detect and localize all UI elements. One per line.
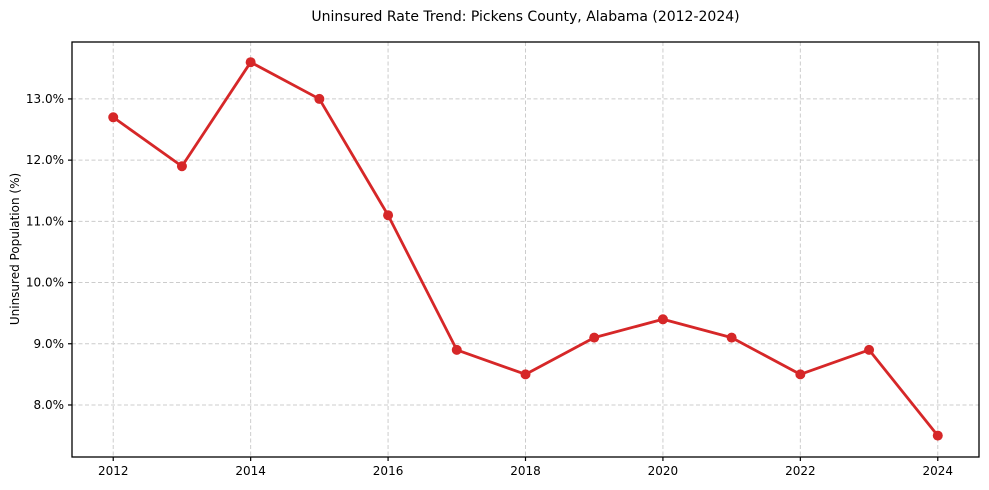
y-tick-label: 13.0% bbox=[26, 92, 64, 106]
y-tick-label: 11.0% bbox=[26, 214, 64, 228]
data-point-marker bbox=[108, 112, 119, 123]
trend-line bbox=[111, 60, 940, 437]
x-tick-label: 2018 bbox=[510, 464, 541, 478]
data-point-marker bbox=[314, 93, 325, 104]
data-point-marker bbox=[451, 344, 462, 355]
data-point-marker bbox=[176, 161, 187, 172]
x-tick-label: 2012 bbox=[98, 464, 129, 478]
data-point-marker bbox=[657, 314, 668, 325]
x-tick-label: 2020 bbox=[648, 464, 679, 478]
y-tick-label: 10.0% bbox=[26, 276, 64, 290]
data-point-marker bbox=[726, 332, 737, 343]
chart-title: Uninsured Rate Trend: Pickens County, Al… bbox=[311, 9, 740, 25]
data-point-marker bbox=[932, 430, 943, 441]
data-point-marker bbox=[245, 57, 256, 68]
y-tick-label: 9.0% bbox=[34, 337, 65, 351]
data-point-marker bbox=[864, 344, 875, 355]
x-tick-label: 2014 bbox=[235, 464, 266, 478]
x-tick-label: 2016 bbox=[373, 464, 404, 478]
y-tick-label: 12.0% bbox=[26, 153, 64, 167]
x-tick-label: 2022 bbox=[785, 464, 816, 478]
data-point-marker bbox=[520, 369, 531, 380]
y-tick-label: 8.0% bbox=[34, 398, 65, 412]
data-point-marker bbox=[795, 369, 806, 380]
data-point-marker bbox=[383, 210, 394, 221]
x-tick-label: 2024 bbox=[922, 464, 953, 478]
data-point-marker bbox=[589, 332, 600, 343]
